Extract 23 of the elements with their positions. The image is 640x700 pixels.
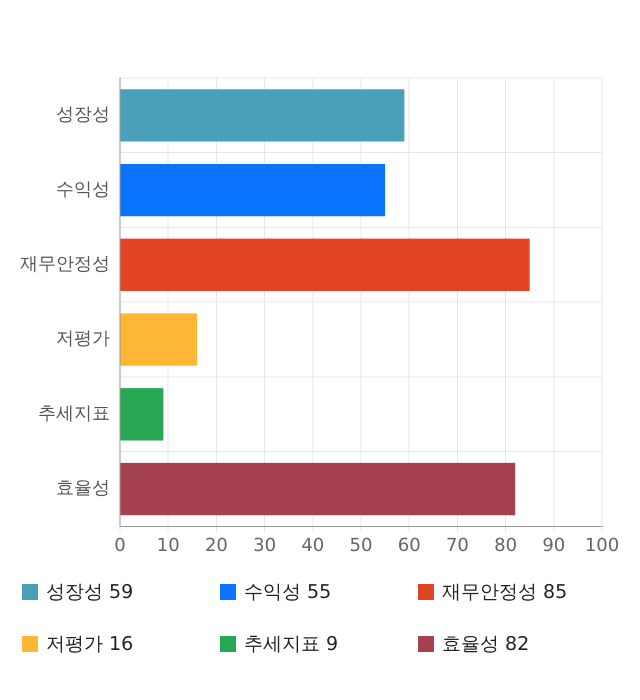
category-label: 재무안정성 85 bbox=[442, 581, 568, 603]
x-tick-label: 90 bbox=[542, 534, 566, 556]
x-tick-label: 80 bbox=[494, 534, 518, 556]
y-tick-label: 추세지표 bbox=[38, 402, 110, 424]
y-tick-label: 효율성 bbox=[56, 478, 110, 499]
y-tick-label: 재무안정성 bbox=[20, 254, 110, 275]
x-tick-label: 40 bbox=[301, 534, 324, 556]
x-tick-label: 30 bbox=[253, 534, 276, 556]
x-tick-label: 20 bbox=[204, 534, 228, 556]
y-tick-label: 저평가 bbox=[56, 328, 110, 350]
category-label: 추세지표 9 bbox=[244, 633, 338, 655]
x-tick-label: 70 bbox=[446, 534, 469, 556]
y-tick-label: 수익성 bbox=[56, 178, 110, 200]
x-tick-label: 0 bbox=[114, 534, 126, 556]
x-tick-label: 10 bbox=[156, 534, 180, 556]
y-tick-label: 성장성 bbox=[56, 104, 110, 126]
x-tick-label: 100 bbox=[584, 534, 620, 556]
category-label: 저평가 16 bbox=[46, 633, 134, 655]
category-label: 성장성 59 bbox=[46, 581, 134, 603]
x-tick-label: 50 bbox=[350, 534, 372, 556]
x-tick-label: 60 bbox=[398, 534, 421, 556]
category-label: 효율성 82 bbox=[442, 633, 530, 655]
category-label: 수익성 55 bbox=[244, 581, 332, 603]
